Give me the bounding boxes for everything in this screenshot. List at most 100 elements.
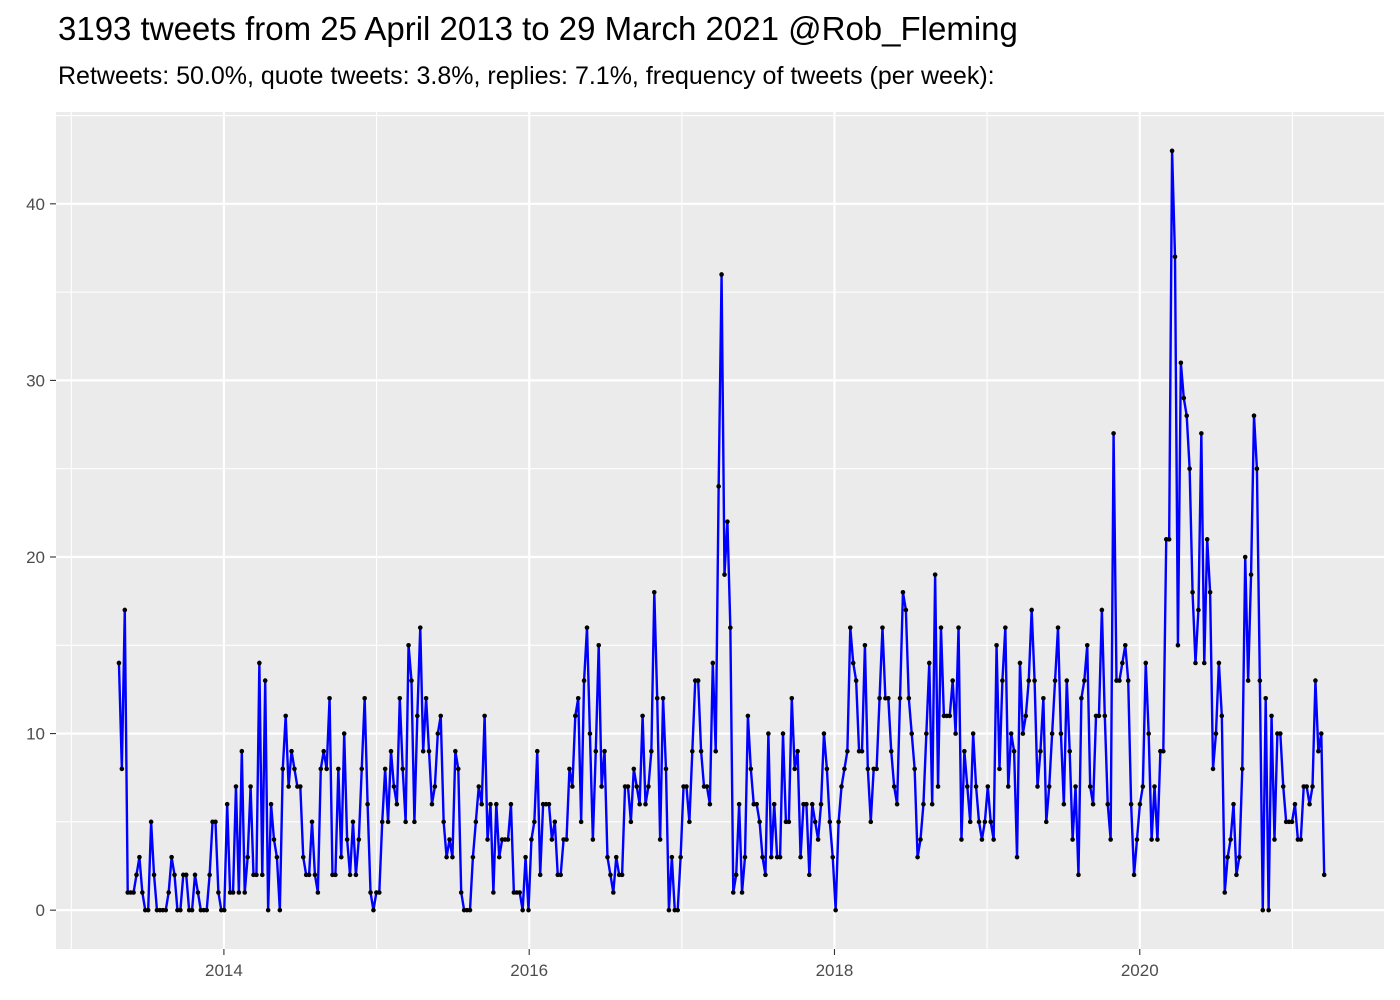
data-point	[1134, 837, 1140, 842]
data-point	[1029, 607, 1034, 613]
data-point	[1219, 713, 1225, 719]
data-point	[145, 907, 151, 913]
data-point	[1120, 660, 1125, 666]
data-point	[646, 784, 651, 789]
data-point	[1117, 678, 1122, 683]
data-point	[458, 890, 464, 895]
data-point	[388, 748, 394, 754]
data-point	[1073, 784, 1078, 789]
data-point	[698, 748, 704, 754]
data-point	[605, 854, 610, 860]
data-point	[950, 678, 955, 683]
y-tick-label: 10	[26, 725, 45, 744]
data-point	[997, 766, 1002, 772]
axis-tick-labels: 2014 2016 2018 2020 0 10 20 30 40	[26, 195, 1159, 980]
data-point	[836, 819, 841, 825]
data-point	[710, 660, 716, 666]
data-point	[429, 801, 435, 807]
data-point	[695, 678, 701, 683]
data-point	[874, 766, 879, 772]
data-point	[315, 890, 321, 895]
data-point	[1032, 678, 1037, 683]
data-point	[1076, 872, 1081, 878]
data-point	[450, 854, 455, 860]
data-point	[1216, 660, 1222, 666]
data-point	[877, 695, 882, 701]
data-point	[888, 748, 894, 754]
data-point	[804, 801, 809, 807]
x-tick-label: 2018	[816, 961, 854, 980]
data-point	[1228, 837, 1233, 842]
data-point	[183, 872, 189, 878]
data-point	[1152, 784, 1157, 789]
data-point	[426, 748, 432, 754]
data-point	[216, 890, 221, 895]
data-point	[760, 854, 765, 860]
data-point	[581, 678, 587, 683]
data-point	[862, 642, 868, 648]
data-point	[1108, 837, 1113, 842]
data-point	[777, 854, 783, 860]
data-point	[341, 731, 347, 736]
data-point	[432, 784, 438, 789]
data-point	[412, 819, 417, 825]
data-point	[403, 819, 408, 825]
data-point	[1190, 590, 1195, 595]
data-point	[1125, 678, 1131, 683]
data-point	[593, 748, 599, 754]
data-point	[915, 854, 920, 860]
data-point	[757, 819, 762, 825]
data-point	[1166, 537, 1172, 542]
data-point	[628, 819, 634, 825]
data-point	[137, 854, 142, 860]
data-point	[1017, 660, 1023, 666]
data-point	[397, 695, 403, 701]
data-point	[1067, 748, 1072, 754]
data-point	[365, 801, 370, 807]
data-point	[807, 872, 812, 878]
data-point	[1199, 431, 1204, 436]
data-point	[526, 907, 531, 913]
data-point	[962, 748, 967, 754]
y-tick-label: 40	[26, 195, 45, 214]
data-point	[254, 872, 259, 878]
data-point	[675, 907, 680, 913]
data-point	[1161, 748, 1166, 754]
data-point	[1321, 872, 1327, 878]
data-point	[947, 713, 953, 719]
data-point	[994, 642, 999, 648]
y-tick-label: 30	[26, 371, 45, 390]
data-point	[344, 837, 350, 842]
data-point	[1231, 801, 1236, 807]
data-point	[821, 731, 827, 736]
data-point	[359, 766, 365, 772]
data-point	[368, 890, 373, 895]
data-point	[1272, 837, 1277, 842]
data-point	[444, 854, 449, 860]
data-point	[1175, 642, 1181, 648]
data-point	[886, 695, 891, 701]
data-point	[242, 890, 248, 895]
data-point	[248, 784, 253, 789]
data-point	[868, 819, 874, 825]
data-point	[207, 872, 212, 878]
data-point	[602, 748, 607, 754]
data-point	[654, 695, 660, 701]
data-point	[1172, 254, 1178, 260]
data-point	[798, 854, 803, 860]
data-point	[1014, 854, 1020, 860]
data-point	[795, 748, 800, 754]
data-point	[435, 731, 441, 736]
data-point	[748, 766, 754, 772]
data-point	[640, 713, 645, 719]
data-point	[713, 748, 719, 754]
data-point	[327, 695, 332, 701]
data-point	[880, 625, 885, 630]
data-point	[496, 854, 502, 860]
data-point	[265, 907, 271, 913]
data-point	[766, 731, 771, 736]
data-point	[178, 907, 183, 913]
data-point	[148, 819, 154, 825]
data-point	[213, 819, 218, 825]
data-point	[333, 872, 338, 878]
